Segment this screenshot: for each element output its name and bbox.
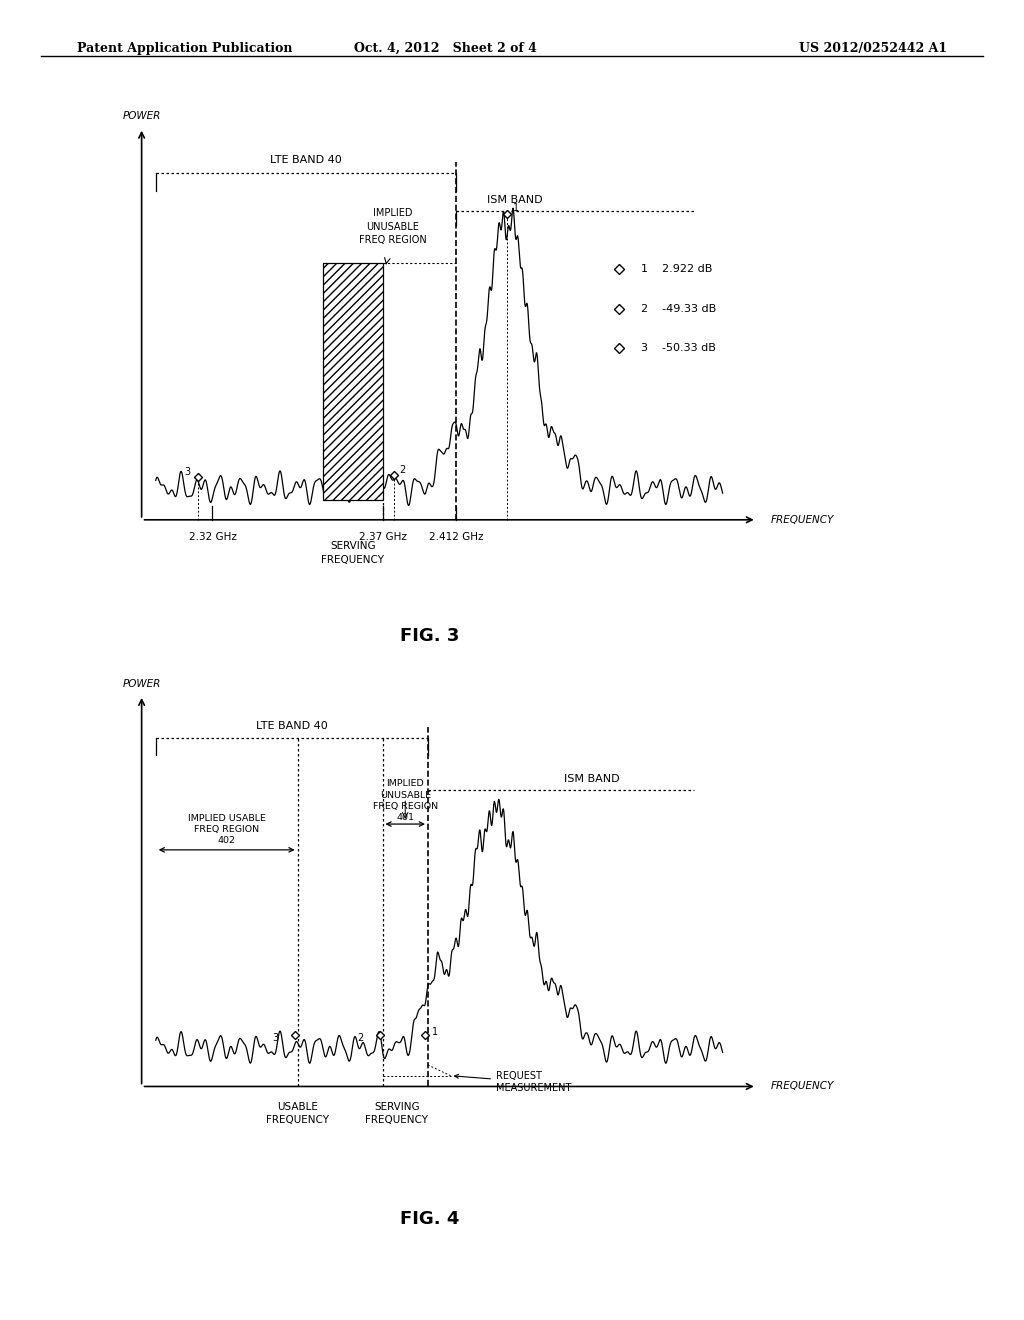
Text: 2.412 GHz: 2.412 GHz bbox=[429, 532, 483, 543]
Text: ISM BAND: ISM BAND bbox=[487, 195, 543, 205]
Text: IMPLIED USABLE
FREQ REGION
402: IMPLIED USABLE FREQ REGION 402 bbox=[187, 814, 265, 845]
Text: 2    -49.33 dB: 2 -49.33 dB bbox=[641, 304, 716, 314]
Text: 1    2.922 dB: 1 2.922 dB bbox=[641, 264, 713, 273]
Bar bbox=[323, 263, 383, 499]
Text: Oct. 4, 2012   Sheet 2 of 4: Oct. 4, 2012 Sheet 2 of 4 bbox=[354, 41, 537, 54]
Text: REQUEST
MEASUREMENT: REQUEST MEASUREMENT bbox=[455, 1072, 571, 1093]
Text: FIG. 4: FIG. 4 bbox=[400, 1210, 460, 1229]
Text: 3    -50.33 dB: 3 -50.33 dB bbox=[641, 343, 716, 354]
Text: FIG. 3: FIG. 3 bbox=[400, 627, 460, 645]
Text: POWER: POWER bbox=[123, 111, 161, 121]
Text: LTE BAND 40: LTE BAND 40 bbox=[270, 154, 342, 165]
Text: FREQUENCY: FREQUENCY bbox=[771, 515, 835, 525]
Text: 2: 2 bbox=[399, 465, 406, 474]
Text: 2: 2 bbox=[357, 1034, 364, 1043]
Text: 2.37 GHz: 2.37 GHz bbox=[358, 532, 407, 543]
Text: 3: 3 bbox=[272, 1034, 279, 1043]
Text: SERVING
FREQUENCY: SERVING FREQUENCY bbox=[366, 1102, 428, 1125]
Text: 1: 1 bbox=[432, 1027, 438, 1036]
Text: IMPLIED
UNUSABLE
FREQ REGION
401: IMPLIED UNUSABLE FREQ REGION 401 bbox=[373, 779, 438, 822]
Text: ISM BAND: ISM BAND bbox=[564, 774, 620, 784]
Text: 3: 3 bbox=[184, 467, 190, 477]
Text: 2.32 GHz: 2.32 GHz bbox=[188, 532, 237, 543]
Text: POWER: POWER bbox=[123, 678, 161, 689]
Text: USABLE
FREQUENCY: USABLE FREQUENCY bbox=[266, 1102, 329, 1125]
Text: FREQUENCY: FREQUENCY bbox=[771, 1081, 835, 1092]
Text: LTE BAND 40: LTE BAND 40 bbox=[256, 721, 328, 730]
Text: US 2012/0252442 A1: US 2012/0252442 A1 bbox=[799, 41, 947, 54]
Text: 1: 1 bbox=[513, 203, 519, 213]
Text: SERVING
FREQUENCY: SERVING FREQUENCY bbox=[322, 541, 384, 565]
Text: Patent Application Publication: Patent Application Publication bbox=[77, 41, 292, 54]
Text: IMPLIED
UNUSABLE
FREQ REGION: IMPLIED UNUSABLE FREQ REGION bbox=[358, 209, 426, 244]
